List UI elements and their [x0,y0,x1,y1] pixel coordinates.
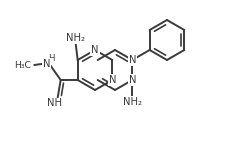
Text: N: N [91,45,99,55]
Text: NH₂: NH₂ [123,97,142,107]
Text: NH: NH [47,98,62,108]
Text: N: N [129,75,136,85]
Text: N: N [129,55,136,65]
Text: N: N [43,59,50,69]
Text: H₃C: H₃C [14,60,31,69]
Text: N: N [109,75,116,85]
Text: NH₂: NH₂ [66,33,85,43]
Text: H: H [48,54,55,62]
